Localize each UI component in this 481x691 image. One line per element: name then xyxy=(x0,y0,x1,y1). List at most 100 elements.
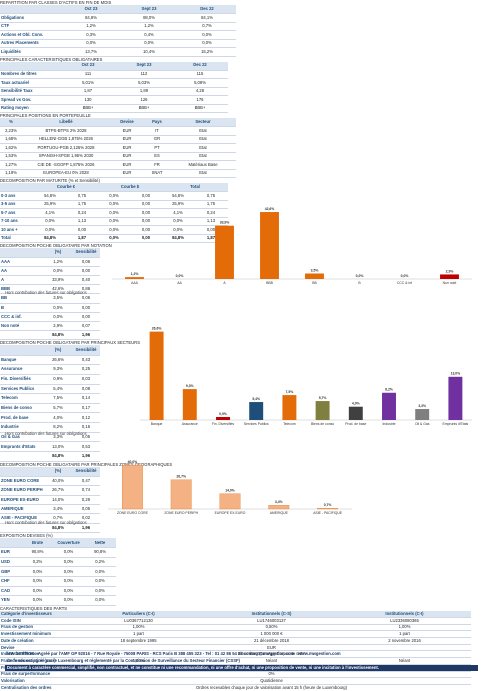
table-row: CCC & inf. 0,0% 0,00 xyxy=(0,312,100,323)
header-row: % Libellé Devise Pays Secteur xyxy=(0,118,236,127)
category-label: Biens de conso xyxy=(311,422,334,426)
category-label: Banque xyxy=(151,422,163,426)
category-label: CCC & inf xyxy=(397,281,412,285)
table-cell: 0,03 xyxy=(72,374,100,385)
bar xyxy=(305,273,324,279)
table-cell: Libellé xyxy=(22,118,110,127)
table-cell: 1,2% xyxy=(120,22,178,31)
bar xyxy=(149,331,164,420)
table-row: ZONE EURO CORE 40,0% 0,47 xyxy=(0,476,100,487)
table-cell: 0,0% xyxy=(53,586,84,597)
panel-title: DECOMPOSITION POCHE OBLIGATAIRE PAR PRIN… xyxy=(0,461,173,467)
table-cell: CTF xyxy=(0,22,62,31)
table-row: Assurance 9,3% 0,25 xyxy=(0,364,100,375)
data-table: (%) Sensibilité ZONE EURO CORE 40,0% 0,47 ZON… xyxy=(0,466,100,534)
table-cell: 5,03% xyxy=(116,78,172,88)
table-row: Industrie 8,2% 0,16 xyxy=(0,422,100,433)
table-cell: Assurance xyxy=(0,364,44,375)
table-cell: Sensibilité xyxy=(72,466,100,477)
table-cell: Banque xyxy=(0,355,44,366)
table-row: Sensibilité Taux 1,87 1,89 4,28 xyxy=(0,87,228,96)
table-row: Rating moyen BBB+ BBB+ BBB+ xyxy=(0,104,228,113)
table-cell: 5,4% xyxy=(44,384,72,395)
table-cell: 0,0% xyxy=(98,217,130,226)
table-cell: 13,7% xyxy=(62,47,120,57)
panel: DECOMPOSITION POCHE OBLIGATAIRE PAR PRIN… xyxy=(0,461,350,534)
table-cell: YEN xyxy=(0,595,22,606)
table-cell: 3-5 ans xyxy=(0,200,34,209)
value-label: 40,0% xyxy=(128,460,138,464)
value-label: 3,5% xyxy=(311,268,319,272)
table-cell: Catégorie d'investisseurs xyxy=(0,610,72,619)
header-row: (%) Sensibilité xyxy=(0,466,100,477)
panel: DECOMPOSITION POCHE OBLIGATAIRE PAR PRIN… xyxy=(0,340,471,462)
table-cell: Etat xyxy=(170,152,236,161)
table-cell: HELLENI-GGB 1,875% 2026 xyxy=(22,135,110,144)
value-label: 4,0% xyxy=(352,402,360,406)
table-cell: 5-7 ans xyxy=(0,208,34,218)
category-label: Prod. de base xyxy=(345,422,366,426)
bar xyxy=(182,389,197,420)
table-row: Autres Placements 0,0% 0,0% 0,0% xyxy=(0,39,236,48)
table-cell: 0,7% xyxy=(178,22,236,31)
table-row: 2,23% BTPS-BTPS 2% 2028 EUR IT Etat xyxy=(0,126,236,136)
table-row: CTF 1,2% 1,2% 0,7% xyxy=(0,22,236,31)
table-cell: 0,0% xyxy=(62,39,120,48)
table-cell: 84,8% xyxy=(44,522,72,534)
data-table: Brute Couverture Nette EUR 90,8% 0,0% 90,8% USD… xyxy=(0,538,116,606)
table-row: Frais de surperformance 0% xyxy=(0,671,471,679)
table-cell: 0,08 xyxy=(72,384,100,395)
table-cell: EUR xyxy=(110,143,144,153)
table-cell: Secteur xyxy=(170,118,236,127)
table-cell: 0,0% xyxy=(98,233,130,243)
bar xyxy=(260,212,279,279)
bar xyxy=(315,401,330,420)
table-cell: 0,43 xyxy=(72,355,100,366)
chart-note: Hors contribution des futures sur obliga… xyxy=(5,290,87,295)
table-row: GBP 0,0% 0,0% 0,0% xyxy=(0,566,116,578)
table-cell: 54,8% xyxy=(34,191,66,201)
table-cell: 0,0% xyxy=(34,217,66,226)
table-cell: Code ISIN xyxy=(0,617,72,625)
table-cell: 0,0% xyxy=(84,595,116,606)
table-cell: 1,00% xyxy=(72,624,205,632)
table-cell: Etat xyxy=(170,126,236,136)
bar xyxy=(122,465,143,510)
category-label: Non noté xyxy=(443,281,457,285)
table-cell: Indice de référence xyxy=(0,650,72,659)
table-cell: 0,14 xyxy=(72,393,100,404)
table-row: AMERIQUE 3,4% 0,05 xyxy=(0,504,100,515)
header-row: Oct 23 Sept 23 Dec 22 xyxy=(0,61,228,71)
table-cell: 1 part xyxy=(72,630,205,639)
table-cell: 0,0% xyxy=(22,586,53,597)
category-label: AMERIQUE xyxy=(270,511,289,515)
table-cell: 1,75 xyxy=(66,200,98,209)
table-cell: Etat xyxy=(170,143,236,153)
category-label: ASIE - PACIFIQUE xyxy=(313,511,343,515)
table-row: AA 0,0% 0,00 xyxy=(0,266,100,277)
value-label: 42,6% xyxy=(265,207,275,211)
table-cell: 1,96 xyxy=(72,522,100,534)
table-cell: EUR xyxy=(0,547,22,558)
table-cell: 126 xyxy=(116,95,172,105)
table-row: Frais de gestion 1,00% 0,50% 1,00% xyxy=(0,624,471,632)
table-cell: 0,0% xyxy=(22,595,53,606)
table-cell: Frais de souscription (max) xyxy=(0,657,72,665)
data-table: Oct 23 Sept 23 Dec 22 Nombres de titres 111 1… xyxy=(0,61,228,114)
table-cell: Ordres recevables chaque jour de valoris… xyxy=(72,684,471,691)
table-cell: Autres Placements xyxy=(0,39,62,48)
table-cell: 3,4% xyxy=(44,504,72,515)
bar xyxy=(219,493,241,510)
empty-cell xyxy=(0,61,60,71)
category-label: Assurance xyxy=(182,422,198,426)
bar xyxy=(317,508,338,510)
table-cell: 0,00 xyxy=(130,233,162,243)
table-cell: 0,16 xyxy=(72,422,100,433)
header-row: Catégorie d'investisseurs Particuliers (C… xyxy=(0,610,471,619)
bar xyxy=(348,406,363,420)
bar xyxy=(415,409,430,420)
category-label: ZONE EURO PERIPH xyxy=(164,511,198,515)
table-cell: 5,7% xyxy=(44,403,72,414)
header-row: (%) Sensibilité xyxy=(0,345,100,356)
table-cell: EUR xyxy=(110,160,144,170)
